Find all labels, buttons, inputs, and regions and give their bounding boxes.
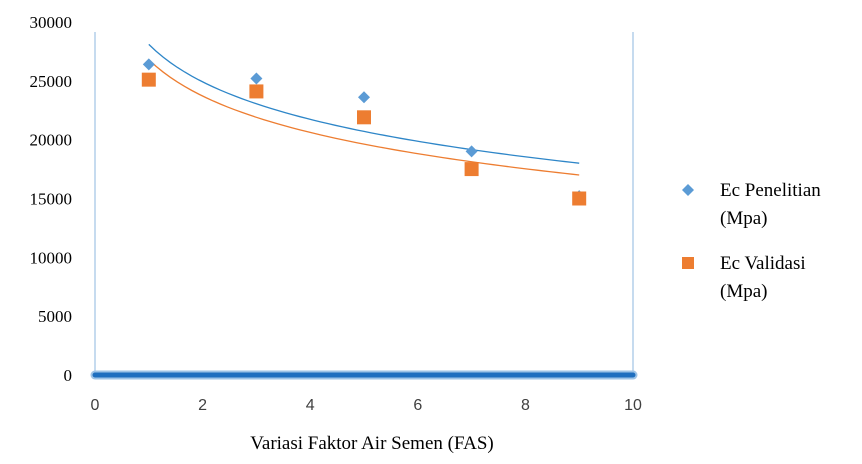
data-point-series-2 <box>141 72 156 87</box>
y-tick-label: 15000 <box>30 190 73 209</box>
x-tick-label: 2 <box>198 397 207 414</box>
y-tick-label: 0 <box>64 366 73 385</box>
x-tick-label: 4 <box>306 397 315 414</box>
data-point-series-2 <box>357 110 371 125</box>
x-axis-label: Variasi Faktor Air Semen (FAS) <box>250 433 493 454</box>
y-tick-label: 30000 <box>30 13 73 32</box>
trendline-series-2 <box>148 59 580 176</box>
legend-label-series-1: Ec Penelitian <box>720 180 821 201</box>
x-tick-label: 6 <box>413 397 422 414</box>
data-point-series-1 <box>250 72 263 85</box>
data-point-series-1 <box>465 145 478 158</box>
legend-label-series-2: Ec Validasi <box>720 253 806 274</box>
data-point-series-1 <box>358 91 370 104</box>
legend-marker-series-2 <box>682 257 694 269</box>
x-tick-label: 10 <box>624 397 642 414</box>
legend-label-series-2: (Mpa) <box>720 281 767 302</box>
legend-marker-series-1 <box>682 184 694 196</box>
legend: Ec Penelitian (Mpa) Ec Validasi (Mpa) <box>682 180 821 302</box>
legend-label-series-1: (Mpa) <box>720 208 767 229</box>
data-point-series-2 <box>249 84 264 99</box>
data-point-series-2 <box>572 191 587 206</box>
y-tick-label: 20000 <box>30 131 73 150</box>
x-tick-label: 0 <box>91 397 100 414</box>
y-tick-label: 10000 <box>30 248 73 267</box>
data-point-series-1 <box>142 58 155 71</box>
y-tick-label: 5000 <box>38 307 72 326</box>
x-tick-label: 8 <box>521 397 530 414</box>
trendline-series-1 <box>148 43 580 164</box>
y-tick-label: 25000 <box>30 72 73 91</box>
data-point-series-2 <box>464 162 479 177</box>
